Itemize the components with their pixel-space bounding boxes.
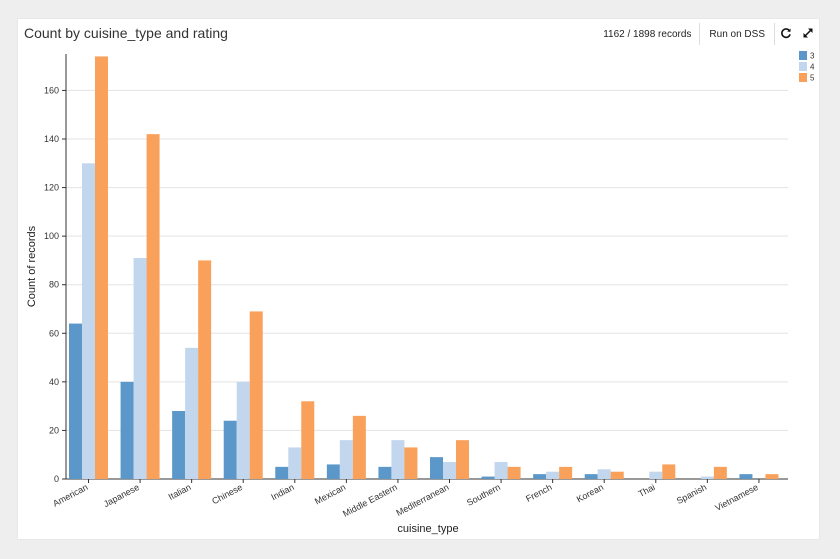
bar-4-japanese	[133, 258, 147, 479]
bar-3-american	[69, 323, 82, 479]
bar-3-french	[533, 474, 547, 479]
bar-5-chinese	[249, 311, 263, 479]
bar-3-japanese	[120, 381, 134, 479]
bar-4-middle-eastern	[391, 440, 405, 479]
bar-3-italian	[172, 411, 186, 479]
bar-3-chinese	[223, 420, 237, 479]
bar-chart: 0 20 40 60 80 100 120 140 160 American Japanese Ita…	[26, 51, 815, 535]
y-tick-label: 80	[49, 280, 59, 290]
bar-4-mexican	[339, 440, 353, 479]
bar-5-korean	[610, 471, 624, 479]
x-tick-label: Mexican	[313, 482, 347, 507]
y-tick-label: 160	[44, 85, 59, 95]
header-toolbar: 1162 / 1898 records Run on DSS	[595, 19, 819, 49]
legend-label-3: 3	[810, 52, 815, 61]
bar-4-french	[546, 471, 560, 479]
run-on-dss-button[interactable]: Run on DSS	[709, 28, 765, 40]
chart-card: Count by cuisine_type and rating 1162 / …	[18, 19, 819, 539]
bar-5-indian	[301, 401, 315, 479]
bar-3-korean	[584, 474, 598, 479]
y-tick-label: 40	[49, 377, 59, 387]
chart-title: Count by cuisine_type and rating	[24, 25, 228, 41]
bar-5-american	[95, 56, 108, 480]
bar-4-spanish	[700, 476, 714, 479]
y-tick-label: 20	[49, 425, 59, 435]
bar-5-middle-eastern	[404, 447, 418, 479]
y-tick-label: 100	[44, 231, 59, 241]
bar-3-middle-eastern	[378, 466, 392, 479]
x-tick-label: Japanese	[102, 482, 141, 509]
bar-5-spanish	[713, 466, 727, 479]
bar-4-italian	[185, 347, 199, 479]
bar-3-mexican	[326, 464, 340, 479]
legend-label-5: 5	[810, 74, 815, 83]
x-tick-label: Thai	[637, 482, 657, 499]
bar-3-mediterranean	[430, 457, 443, 479]
bar-5-southern	[507, 466, 521, 479]
bar-5-thai	[662, 464, 676, 479]
bar-5-mediterranean	[456, 440, 469, 479]
bar-5-italian	[198, 260, 212, 479]
bar-5-french	[559, 466, 573, 479]
legend-label-4: 4	[810, 63, 815, 72]
x-tick-label: Italian	[167, 482, 193, 502]
x-tick-label: Indian	[269, 482, 295, 502]
bar-4-korean	[597, 469, 611, 479]
bar-3-vietnamese	[739, 474, 753, 479]
bar-3-indian	[275, 466, 289, 479]
x-tick-label: Middle Eastern	[341, 482, 399, 519]
bar-5-japanese	[146, 134, 160, 479]
bar-4-indian	[288, 447, 302, 479]
y-tick-label: 60	[49, 328, 59, 338]
bar-4-mediterranean	[443, 462, 456, 479]
records-count: 1162 / 1898 records	[603, 28, 692, 40]
x-tick-label: Southern	[465, 482, 502, 508]
x-tick-label: French	[524, 482, 553, 504]
bar-4-american	[82, 163, 95, 480]
bar-4-thai	[649, 471, 663, 479]
bar-3-southern	[481, 476, 495, 479]
expand-icon[interactable]	[797, 27, 819, 42]
toolbar-divider	[699, 23, 701, 45]
legend-swatch-3	[799, 51, 807, 60]
x-axis-title: cuisine_type	[397, 523, 458, 535]
y-tick-label: 120	[44, 183, 59, 193]
y-axis-title: Count of records	[26, 225, 38, 307]
bar-5-vietnamese	[765, 474, 779, 479]
bar-4-chinese	[236, 381, 250, 479]
refresh-icon[interactable]	[775, 27, 797, 42]
bar-5-mexican	[352, 415, 366, 479]
y-tick-label: 0	[54, 474, 59, 484]
x-tick-label: American	[51, 482, 89, 509]
x-tick-label: Spanish	[675, 482, 708, 506]
legend-swatch-5	[799, 73, 807, 82]
y-tick-label: 140	[44, 134, 59, 144]
toolbar-divider	[774, 23, 775, 45]
bar-4-southern	[494, 462, 508, 479]
legend-swatch-4	[799, 62, 807, 71]
x-tick-label: Chinese	[210, 482, 244, 506]
x-tick-label: Vietnamese	[713, 482, 760, 513]
x-tick-label: Korean	[575, 482, 605, 504]
x-tick-label: Mediterranean	[394, 482, 450, 518]
